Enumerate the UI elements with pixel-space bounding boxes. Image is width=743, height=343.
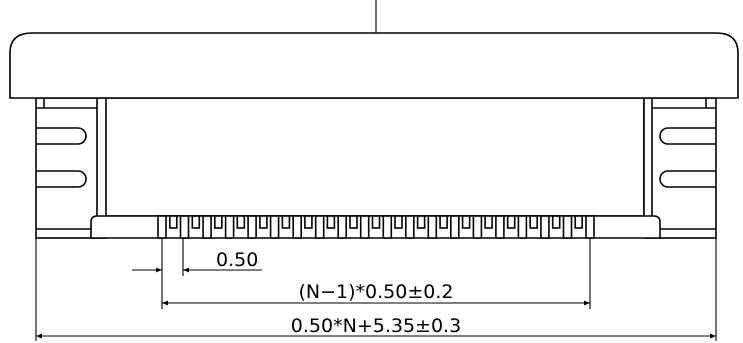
contact-pin-short <box>574 215 584 229</box>
contact-pin <box>540 215 550 239</box>
contact-pin-short <box>439 215 448 229</box>
contact-pin-short <box>484 215 493 229</box>
contact-pin-short <box>551 215 561 229</box>
pitch-dimension: 0.50 <box>132 249 262 273</box>
contact-pin <box>449 215 460 239</box>
contact-pin <box>247 215 257 239</box>
top-actuator <box>9 32 739 99</box>
contact-pin-short <box>529 215 539 229</box>
contact-pin-short <box>281 215 291 229</box>
contact-pin-short <box>461 215 471 229</box>
contact-pin <box>224 215 235 239</box>
pitch-label: 0.50 <box>216 249 258 271</box>
right-latch <box>643 97 717 239</box>
contact-pin-short <box>416 215 426 229</box>
contact-pin-short <box>326 215 336 229</box>
contact-pin <box>292 215 303 239</box>
contact-pin-short <box>236 215 246 229</box>
contact-pin <box>359 215 370 239</box>
contact-pin <box>202 215 212 239</box>
contact-pin <box>179 215 190 239</box>
contact-pin <box>404 215 415 239</box>
contact-pin <box>337 215 348 239</box>
contact-pin <box>495 215 505 239</box>
contact-pin-short <box>349 215 358 229</box>
contact-pin-short <box>506 215 516 229</box>
contact-pin-short <box>191 215 201 229</box>
contact-pin-short <box>304 215 313 229</box>
pin-span-label: (N−1)*0.50±0.2 <box>299 281 454 303</box>
contact-pin <box>562 215 573 239</box>
contact-pin <box>157 215 167 239</box>
contact-pin <box>382 215 393 239</box>
contact-pin <box>585 215 595 239</box>
contact-pin-short <box>371 215 381 229</box>
contact-pin-short <box>214 215 223 229</box>
contact-pin-short <box>169 215 178 229</box>
contact-pin-short <box>259 215 268 229</box>
contact-pin <box>472 215 483 239</box>
contact-pin <box>314 215 325 239</box>
contact-pin <box>269 215 280 239</box>
contact-pins <box>157 215 595 239</box>
overall-width-dimension: 0.50*N+5.35±0.3 <box>36 315 716 339</box>
overall-width-label: 0.50*N+5.35±0.3 <box>291 315 461 337</box>
contact-pin <box>517 215 528 239</box>
contact-pin-short <box>394 215 403 229</box>
pin-span-dimension: (N−1)*0.50±0.2 <box>162 281 590 306</box>
housing-body <box>104 97 645 217</box>
contact-pin <box>427 215 438 239</box>
